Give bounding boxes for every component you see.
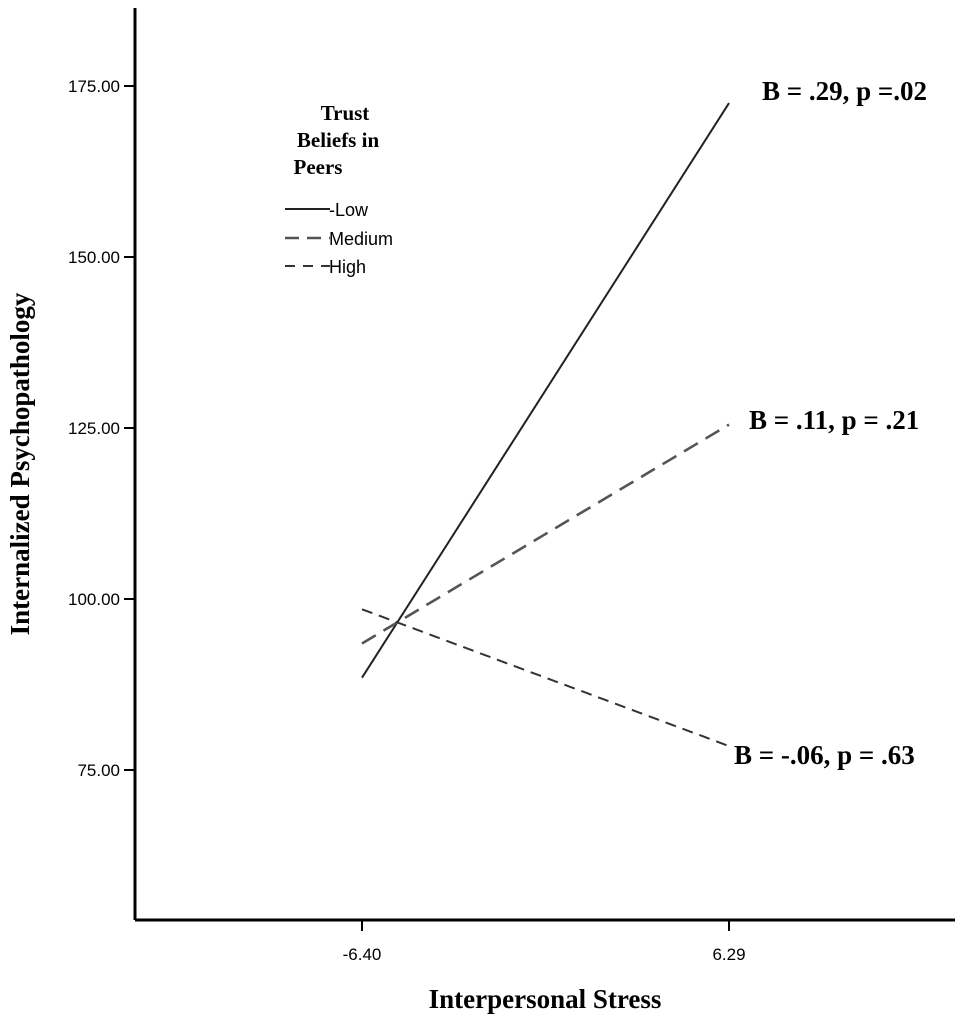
legend-label: -Low [329,200,369,220]
series-line-low [361,102,730,679]
slope-annotation: B = .11, p = .21 [749,405,919,435]
legend-label: Medium [329,229,393,249]
legend-title-line-2: Beliefs in [297,128,380,152]
x-tick-label: -6.40 [343,945,382,964]
y-tick-label: 100.00 [68,590,120,609]
y-tick-label: 175.00 [68,77,120,96]
series-line-high [361,608,730,747]
x-axis-title: Interpersonal Stress [429,984,662,1014]
legend-label: High [329,257,366,277]
y-tick-label: 75.00 [77,761,120,780]
y-axis-ticks: 75.00 100.00 125.00 150.00 175.00 [68,77,135,780]
slope-annotations: B = .29, p =.02 B = .11, p = .21 B = -.06,… [734,76,927,770]
legend: Trust Beliefs in Peers -Low Medium High [285,101,393,277]
slope-annotation: B = .29, p =.02 [762,76,927,106]
series-lines [361,102,730,747]
legend-title-line-1: Trust [321,101,370,125]
y-tick-label: 150.00 [68,248,120,267]
y-axis-title: Internalized Psychopathology [5,292,35,635]
x-tick-label: 6.29 [712,945,745,964]
slope-annotation: B = -.06, p = .63 [734,740,915,770]
y-tick-label: 125.00 [68,419,120,438]
x-axis-ticks: -6.40 6.29 [343,920,746,964]
legend-title-line-3: Peers [294,155,343,179]
series-line-medium [361,423,730,645]
legend-items: -Low Medium High [285,200,393,277]
